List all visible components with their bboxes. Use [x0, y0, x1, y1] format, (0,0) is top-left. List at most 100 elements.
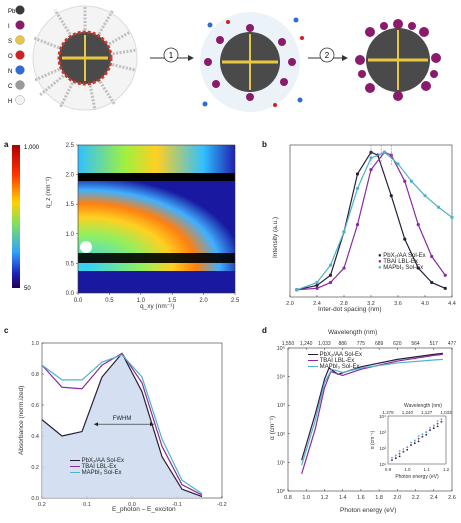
fwhm-label: FWHM	[113, 416, 132, 422]
inset-ylabel: α (cm⁻¹)	[370, 430, 376, 449]
step-1-label: 1	[169, 51, 174, 60]
legend-d-item-mapbi: MAPbI₃ Sol-Ex	[308, 364, 362, 370]
inset-x-tick-label: 1.1	[424, 467, 431, 472]
series-line-tbai	[301, 353, 443, 474]
x-tick-label: 4.4	[448, 301, 456, 307]
inset-point-mapbi	[391, 456, 393, 459]
data-point-mapbi	[396, 162, 400, 166]
schematic-top: Pb I S O N C H 1 2	[0, 0, 461, 125]
data-point-mapbi	[382, 150, 387, 154]
x-tick-label: -0.1	[172, 502, 181, 508]
y-tick-label: 2.0	[66, 173, 75, 179]
panel-a-ylabel: q_z (nm⁻¹)	[45, 176, 52, 208]
y-tick-label: 1.5	[66, 202, 75, 208]
y-tick-label: 10⁰	[277, 488, 286, 495]
schematic-svg: Pb I S O N C H 1 2	[8, 5, 441, 112]
plot-frame	[287, 347, 453, 492]
legend-c-item-mapbi: MAPbI₃ Sol-Ex	[70, 470, 124, 476]
nanocrystal-ligand-exchange	[200, 12, 304, 112]
inset-top-xlabel: Wavelength (nm)	[404, 403, 442, 409]
data-point-tbai	[369, 168, 373, 172]
legend-d-label-pbx: PbX₂/AA Sol-Ex	[319, 352, 363, 358]
series-line-tbai	[296, 151, 446, 291]
panel-d-ylabel: α (cm⁻¹)	[269, 415, 276, 440]
y-tick-label: 10¹	[277, 460, 285, 466]
series-line-tbai	[41, 352, 203, 496]
inset-x-tick-label: 1.2	[443, 467, 450, 472]
y-tick-label: 0.8	[31, 372, 39, 378]
top-tick-label: 564	[411, 341, 420, 347]
legend-d-label-tbai: TBAI LBL-Ex	[319, 358, 355, 364]
x-tick-label: 2.0	[394, 495, 402, 501]
series-line-pbx	[296, 151, 446, 291]
x-tick-label: 2.2	[412, 495, 420, 501]
legend-d-label-mapbi: MAPbI₃ Sol-Ex	[319, 364, 360, 370]
inset-point-mapbi	[394, 454, 397, 457]
inset-point-mapbi	[406, 446, 409, 449]
x-tick-label: 1.8	[375, 495, 383, 501]
legend-atom-label: I	[8, 24, 10, 30]
inset-top-tick-label: 1,127	[421, 410, 433, 415]
chart-d-svg: 0.8 1.0 1.2 1.4 1.6 1.8 2.0 2.2 2.4 2.6 10⁰ 10¹ 10² 1…	[277, 341, 457, 501]
inset-top-tick-label: 1,378	[382, 410, 394, 415]
x-tick-label: 2.5	[231, 298, 240, 304]
y-tick-label: 2.5	[66, 143, 75, 149]
fwhm-arrowhead-left	[94, 422, 98, 427]
area-fill	[42, 353, 202, 498]
inset-point-tbai	[402, 451, 405, 453]
data-point-pbx	[389, 194, 393, 198]
x-tick-label: 3.6	[394, 301, 402, 307]
x-tick-label: 0.0	[128, 502, 136, 508]
inset-point-pbx	[394, 457, 397, 460]
panel-d-legend: PbX₂/AA Sol-Ex TBAI LBL-Ex MAPbI₃ Sol-Ex	[308, 352, 362, 370]
inset-point-pbx	[417, 440, 420, 443]
fwhm-arrowhead-right	[150, 422, 154, 427]
legend-atom-dot	[15, 65, 25, 75]
plot-frame	[289, 144, 453, 298]
data-point-tbai	[416, 223, 420, 227]
x-tick-label: 2.4	[430, 495, 438, 501]
legend-item-mapbi: ● MAPbI₃ Sol-Ex	[378, 265, 424, 271]
panel-a-xlabel: q_xy (nm⁻¹)	[140, 303, 175, 310]
panel-a-heatmap: 1,000 50 0.0 0.5 1.0 1.5 2.0 2.5 0.0 0.5 1.0 1.5 2…	[0, 135, 250, 315]
panel-b-ylabel: Intensity (a.u.)	[272, 216, 279, 258]
inset-point-tbai	[429, 429, 431, 432]
top-tick-label: 477	[448, 341, 457, 347]
legend-atom-label: Pb	[8, 9, 16, 15]
inset-point-mapbi	[429, 426, 431, 429]
legend-label-mapbi: MAPbI₃ Sol-Ex	[383, 265, 424, 271]
x-tick-label: 0.8	[284, 495, 292, 501]
inset-point-mapbi	[417, 435, 420, 437]
x-tick-label: 1.2	[321, 495, 329, 501]
top-tick-label: 775	[357, 341, 366, 347]
data-point-mapbi	[355, 186, 360, 191]
y-tick-label: 0.2	[31, 465, 39, 471]
series-line-mapbi	[296, 151, 453, 291]
series-line-mapbi	[301, 358, 443, 466]
data-point-pbx	[443, 286, 447, 290]
y-tick-label: 1.0	[31, 341, 39, 347]
panel-d-top-xlabel: Wavelength (nm)	[328, 329, 378, 336]
legend-atom-dot	[15, 35, 25, 45]
panel-d-chart: 0.8 1.0 1.2 1.4 1.6 1.8 2.0 2.2 2.4 2.6 10⁰ 10¹ 10² 1…	[260, 336, 460, 518]
data-point-tbai	[403, 179, 407, 183]
y-tick-label: 10⁴	[277, 374, 286, 381]
panel-c-xlabel: E_photon – E_exciton	[112, 506, 176, 513]
inset-top-tick-label: 1,033	[440, 410, 452, 415]
legend-atom-label: S	[8, 39, 12, 45]
panel-b-chart: 2.0 2.4 2.8 3.2 3.6 4.0 4.4	[260, 135, 460, 315]
data-point-mapbi	[315, 280, 319, 285]
inset-point-mapbi	[398, 450, 401, 452]
panel-c-legend: PbX₂/AA Sol-Ex TBAI LBL-Ex MAPbI₃ Sol-Ex	[70, 458, 124, 476]
inset-xlabel: Photon energy (eV)	[395, 474, 439, 480]
legend-atom-label: O	[8, 54, 13, 60]
inset-point-pbx	[406, 448, 409, 451]
colorbar	[12, 145, 20, 288]
data-point-pbx	[403, 237, 407, 241]
y-tick-label: 0.6	[31, 403, 39, 409]
x-tick-label: 2.4	[313, 301, 321, 307]
x-tick-label: 1.6	[357, 495, 365, 501]
inset-point-mapbi	[436, 420, 439, 422]
step-arrow-2: 2	[308, 47, 348, 63]
panel-b-xlabel: Inter-dot spacing (nm)	[318, 306, 382, 313]
